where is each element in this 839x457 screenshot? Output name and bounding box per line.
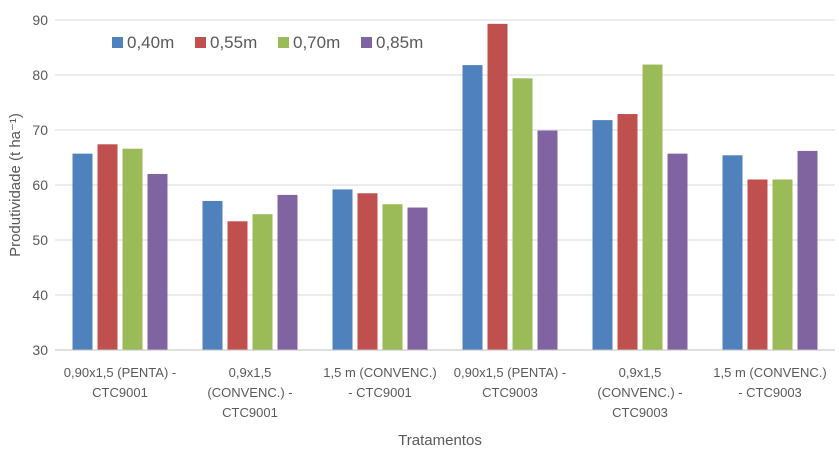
bar bbox=[72, 153, 93, 350]
x-tick-label: 0,90x1,5 (PENTA) - bbox=[64, 365, 176, 380]
y-tick-label: 30 bbox=[32, 342, 48, 358]
bar bbox=[147, 174, 168, 350]
y-tick-label: 70 bbox=[32, 122, 48, 138]
bar bbox=[537, 130, 558, 350]
legend-swatch bbox=[112, 37, 123, 48]
bar bbox=[227, 221, 248, 350]
x-tick-label: 1,5 m (CONVENC.) bbox=[713, 365, 826, 380]
x-tick-label: CTC9003 bbox=[612, 405, 668, 420]
y-tick-label: 60 bbox=[32, 177, 48, 193]
x-tick-label: - CTC9001 bbox=[348, 385, 412, 400]
x-tick-label: 0,9x1,5 bbox=[619, 365, 662, 380]
y-tick-label: 90 bbox=[32, 12, 48, 28]
y-tick-label: 50 bbox=[32, 232, 48, 248]
legend-label: 0,85m bbox=[376, 33, 423, 52]
x-tick-label: 0,9x1,5 bbox=[229, 365, 272, 380]
bar bbox=[97, 144, 118, 350]
x-tick-label: 0,90x1,5 (PENTA) - bbox=[454, 365, 566, 380]
bar bbox=[772, 179, 793, 350]
bar bbox=[382, 204, 403, 350]
bar bbox=[722, 155, 743, 350]
legend-swatch bbox=[278, 37, 289, 48]
bar bbox=[252, 214, 273, 350]
x-tick-label: (CONVENC.) - bbox=[597, 385, 682, 400]
bar bbox=[462, 65, 483, 350]
legend-label: 0,40m bbox=[127, 33, 174, 52]
bar bbox=[642, 64, 663, 351]
y-tick-label: 40 bbox=[32, 287, 48, 303]
x-tick-label: CTC9003 bbox=[482, 385, 538, 400]
bar bbox=[357, 193, 378, 350]
x-tick-label: 1,5 m (CONVENC.) bbox=[323, 365, 436, 380]
legend-label: 0,70m bbox=[293, 33, 340, 52]
legend-label: 0,55m bbox=[210, 33, 257, 52]
bar bbox=[667, 153, 688, 350]
legend-swatch bbox=[195, 37, 206, 48]
x-tick-label: CTC9001 bbox=[92, 385, 148, 400]
bar bbox=[122, 148, 143, 350]
y-axis-title: Produtividade (t ha⁻¹) bbox=[7, 113, 24, 257]
bar bbox=[797, 150, 818, 350]
bar bbox=[592, 120, 613, 350]
bar bbox=[617, 114, 638, 350]
x-tick-label: CTC9001 bbox=[222, 405, 278, 420]
bar bbox=[512, 78, 533, 351]
bar bbox=[277, 194, 298, 350]
x-tick-label: - CTC9003 bbox=[738, 385, 802, 400]
x-axis-title: Tratamentos bbox=[398, 432, 482, 449]
bar bbox=[747, 179, 768, 350]
legend-swatch bbox=[361, 37, 372, 48]
y-tick-label: 80 bbox=[32, 67, 48, 83]
bar bbox=[487, 23, 508, 350]
bar bbox=[332, 189, 353, 350]
x-tick-label: (CONVENC.) - bbox=[207, 385, 292, 400]
bar bbox=[407, 207, 428, 350]
bar bbox=[202, 200, 223, 350]
